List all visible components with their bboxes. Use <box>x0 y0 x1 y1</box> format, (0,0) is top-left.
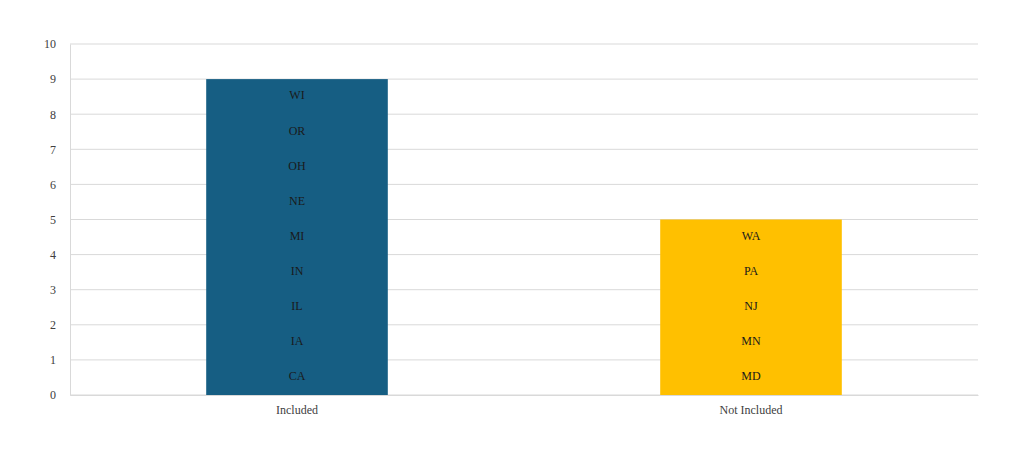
x-tick-label: Included <box>276 403 318 417</box>
grid <box>70 44 978 395</box>
bar-annotation: IA <box>291 334 304 348</box>
y-tick-label: 10 <box>44 37 56 51</box>
y-tick: 8 <box>50 108 70 122</box>
y-tick-label: 6 <box>50 178 56 192</box>
y-tick-label: 2 <box>50 318 56 332</box>
x-tick-label: Not Included <box>720 403 783 417</box>
bar <box>660 220 842 396</box>
bar-annotation: CA <box>289 369 306 383</box>
y-axis: 0 1 2 3 4 5 6 7 8 9 10 <box>44 37 71 402</box>
x-tick: Not Included <box>720 395 783 417</box>
y-tick: 10 <box>44 37 70 51</box>
bar <box>206 79 388 395</box>
bar-annotation: MI <box>290 229 305 243</box>
y-tick-label: 8 <box>50 108 56 122</box>
y-tick: 7 <box>50 143 70 157</box>
bar-annotation: PA <box>744 264 759 278</box>
y-tick: 9 <box>50 72 70 86</box>
y-tick: 1 <box>50 353 70 367</box>
y-tick: 5 <box>50 213 70 227</box>
bar-annotation: MD <box>741 369 761 383</box>
x-axis: Included Not Included <box>71 395 979 417</box>
x-tick: Included <box>276 395 318 417</box>
y-tick-label: 1 <box>50 353 56 367</box>
bar-annotation: NJ <box>744 299 758 313</box>
y-tick: 6 <box>50 178 70 192</box>
y-tick: 0 <box>50 388 70 402</box>
grid-line <box>70 44 978 45</box>
bar-annotation: OH <box>288 159 306 173</box>
bar-annotation: OR <box>289 124 306 138</box>
bar-annotation: IL <box>291 299 302 313</box>
x-axis-line <box>71 395 979 396</box>
chart: 0 1 2 3 4 5 6 7 8 9 10 Included Not Included CA IA IL IN… <box>0 0 1024 459</box>
plot: 0 1 2 3 4 5 6 7 8 9 10 Included Not Included CA IA IL IN… <box>44 37 979 416</box>
y-tick-label: 3 <box>50 283 56 297</box>
bar-annotation: WI <box>289 88 304 102</box>
bars <box>206 79 842 395</box>
y-tick-label: 5 <box>50 213 56 227</box>
y-tick-label: 4 <box>50 248 56 262</box>
y-tick-label: 0 <box>50 388 56 402</box>
bar-annotation: WA <box>742 229 761 243</box>
y-tick-label: 7 <box>50 143 56 157</box>
y-tick-label: 9 <box>50 72 56 86</box>
y-tick: 2 <box>50 318 70 332</box>
bar-annotations: CA IA IL IN MI NE OH OR WI MD MN NJ PA WA <box>288 88 761 383</box>
bar-annotation: MN <box>741 334 761 348</box>
y-tick: 4 <box>50 248 70 262</box>
bar-annotation: IN <box>291 264 304 278</box>
y-tick: 3 <box>50 283 70 297</box>
y-axis-line <box>70 45 71 396</box>
bar-annotation: NE <box>289 194 305 208</box>
